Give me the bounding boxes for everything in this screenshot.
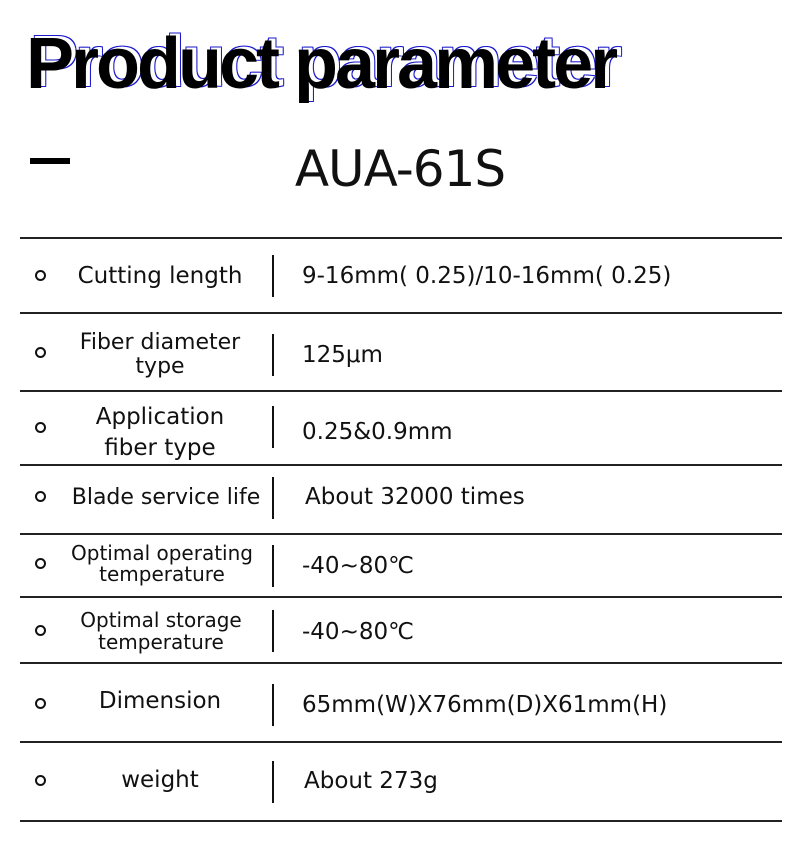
divider — [20, 741, 782, 743]
param-row: Optimal operating temperature -40~80℃ — [20, 535, 782, 596]
param-row: Fiber diameter type 125μm — [20, 314, 782, 390]
separator — [272, 610, 274, 652]
bullet-icon — [35, 270, 46, 281]
divider — [20, 237, 782, 239]
param-label: weight — [121, 767, 199, 793]
divider — [20, 820, 782, 822]
param-row: Optimal storage temperature -40~80℃ — [20, 598, 782, 662]
param-value: About 273g — [304, 768, 438, 794]
divider — [20, 390, 782, 392]
param-row: Cutting length 9-16mm( 0.25)/10-16mm( 0.… — [20, 239, 782, 312]
divider — [20, 464, 782, 466]
param-label: Optimal storage temperature — [80, 608, 242, 654]
divider — [20, 596, 782, 598]
bullet-icon — [35, 422, 46, 433]
separator — [272, 477, 274, 519]
divider — [20, 312, 782, 314]
separator — [272, 761, 274, 803]
param-label: Dimension — [98, 688, 222, 714]
separator — [272, 406, 274, 448]
param-label: Cutting length — [77, 263, 243, 289]
param-value: 0.25&0.9mm — [302, 419, 453, 445]
divider — [20, 533, 782, 535]
param-value: -40~80℃ — [302, 553, 414, 579]
param-label: Fiber diameter type — [79, 330, 241, 379]
dash-decoration — [30, 158, 70, 164]
divider — [20, 662, 782, 664]
param-value: About 32000 times — [305, 484, 525, 510]
param-value: -40~80℃ — [302, 619, 414, 645]
bullet-icon — [35, 625, 46, 636]
bullet-icon — [35, 347, 46, 358]
separator — [272, 545, 274, 587]
param-label: Application fiber type — [95, 404, 225, 461]
bullet-icon — [35, 491, 46, 502]
param-row: Dimension 65mm(W)X76mm(D)X61mm(H) — [20, 664, 782, 741]
param-label: Blade service life — [71, 485, 261, 510]
param-value: 9-16mm( 0.25)/10-16mm( 0.25) — [302, 263, 672, 289]
model-name: AUA-61S — [294, 140, 506, 198]
separator — [272, 334, 274, 376]
param-label: Optimal operating temperature — [71, 541, 253, 586]
param-row: Application fiber type 0.25&0.9mm — [20, 392, 782, 464]
separator — [272, 255, 274, 297]
bullet-icon — [35, 698, 46, 709]
param-row: weight About 273g — [20, 743, 782, 821]
param-row: Blade service life About 32000 times — [20, 466, 782, 533]
page-title: Product parameter — [26, 24, 618, 104]
bullet-icon — [35, 558, 46, 569]
param-value: 125μm — [302, 342, 383, 368]
bullet-icon — [35, 775, 46, 786]
param-value: 65mm(W)X76mm(D)X61mm(H) — [302, 692, 668, 718]
separator — [272, 684, 274, 726]
